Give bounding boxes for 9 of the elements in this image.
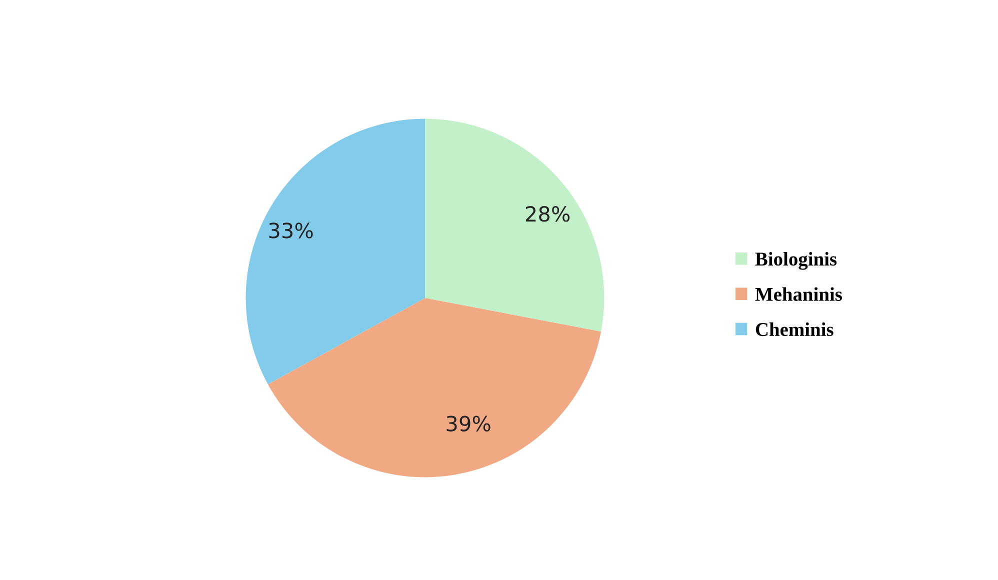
legend-label: Mehaninis (755, 287, 842, 301)
pie-slice (246, 118, 425, 384)
pie-slice (425, 118, 604, 332)
legend-label: Cheminis (756, 322, 834, 336)
data-label: 39% (446, 416, 490, 432)
legend-label: Biologinis (755, 252, 837, 270)
pie-slice (268, 298, 602, 478)
data-label: 33% (269, 222, 313, 238)
data-label: 28% (526, 206, 570, 222)
